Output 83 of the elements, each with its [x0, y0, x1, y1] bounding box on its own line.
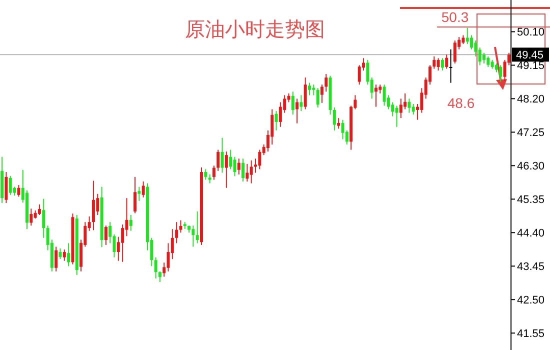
- candlestick: [242, 158, 245, 182]
- candlestick: [58, 248, 62, 260]
- text: 原油小时走势图: [185, 19, 325, 41]
- candlestick: [142, 181, 145, 198]
- candlestick: [320, 84, 324, 104]
- candlestick: [204, 168, 208, 180]
- candlestick: [258, 149, 262, 170]
- candlestick: [270, 108, 274, 146]
- candlestick: [179, 220, 182, 234]
- candlestick: [154, 256, 158, 279]
- candlestick: [404, 92, 407, 110]
- candlestick: [220, 137, 224, 174]
- candlestick: [304, 77, 307, 110]
- candlestick: [466, 27, 469, 45]
- candlestick: [250, 160, 253, 184]
- candlestick: [54, 246, 58, 272]
- candlestick: [104, 225, 108, 246]
- y-tick-label: 42.50: [517, 294, 545, 307]
- candlestick: [17, 184, 20, 198]
- candlestick: [337, 118, 340, 130]
- candlestick: [486, 56, 490, 68]
- candlestick: [129, 214, 132, 232]
- candlestick: [312, 84, 316, 96]
- y-tick-label: 43.45: [517, 261, 545, 274]
- candlestick: [175, 222, 178, 244]
- candlestick: [134, 176, 137, 214]
- candlestick: [436, 58, 440, 71]
- candlestick: [440, 58, 444, 71]
- candlestick: [224, 151, 228, 188]
- candlestick: [158, 270, 162, 282]
- candlestick: [233, 156, 236, 177]
- candlestick: [341, 119, 344, 140]
- y-tick-label: 46.30: [517, 160, 545, 173]
- y-tick-label: 49.15: [517, 60, 545, 72]
- y-tick-label: 48.20: [517, 94, 545, 106]
- candlestick: [432, 56, 436, 70]
- candlestick: [121, 224, 124, 262]
- candlestick: [4, 172, 8, 204]
- candlestick: [391, 102, 394, 117]
- candlestick: [196, 210, 199, 244]
- candlestick: [449, 48, 452, 84]
- candlestick: [399, 98, 402, 119]
- candlestick: [308, 82, 312, 96]
- candlestick: [246, 163, 249, 182]
- y-tick-label: 44.40: [517, 228, 545, 240]
- candlestick: [316, 88, 320, 108]
- candlestick: [92, 180, 95, 231]
- candlestick: [30, 208, 33, 226]
- candlestick: [395, 105, 398, 128]
- annotation: 48.6: [447, 95, 475, 111]
- candlestick: [278, 102, 282, 128]
- candlestick: [482, 52, 486, 64]
- y-tick-label: 50.10: [517, 26, 545, 39]
- y-tick-label: 41.55: [517, 328, 545, 340]
- candlestick: [470, 34, 474, 50]
- candlestick: [192, 225, 195, 248]
- candlestick: [358, 64, 361, 86]
- candlestick: [42, 198, 46, 238]
- candlestick: [67, 242, 70, 267]
- annotation: 50.3: [441, 9, 469, 25]
- candlestick: [499, 64, 502, 82]
- candlestick: [237, 158, 240, 175]
- candlestick: [8, 175, 12, 196]
- candlestick: [453, 40, 456, 64]
- candlestick: [274, 110, 278, 131]
- candlestick: [62, 249, 66, 262]
- candlestick: [445, 54, 448, 70]
- candlestick: [296, 98, 299, 124]
- candlestick: [138, 186, 141, 202]
- candlestick: [291, 91, 294, 116]
- candlestick: [38, 204, 41, 216]
- candlestick: [408, 98, 411, 114]
- candlestick: [212, 165, 216, 180]
- candlestick: [332, 107, 336, 131]
- candlestick: [382, 84, 386, 106]
- candlestick: [229, 149, 232, 170]
- candlestick: [324, 74, 328, 92]
- y-tick-label: 45.35: [517, 194, 545, 206]
- candlestick: [300, 94, 303, 112]
- ref-line-label: 49.45: [516, 50, 544, 62]
- candlestick: [216, 149, 220, 172]
- y-tick-label: 47.25: [517, 127, 545, 140]
- candlestick: [412, 103, 415, 116]
